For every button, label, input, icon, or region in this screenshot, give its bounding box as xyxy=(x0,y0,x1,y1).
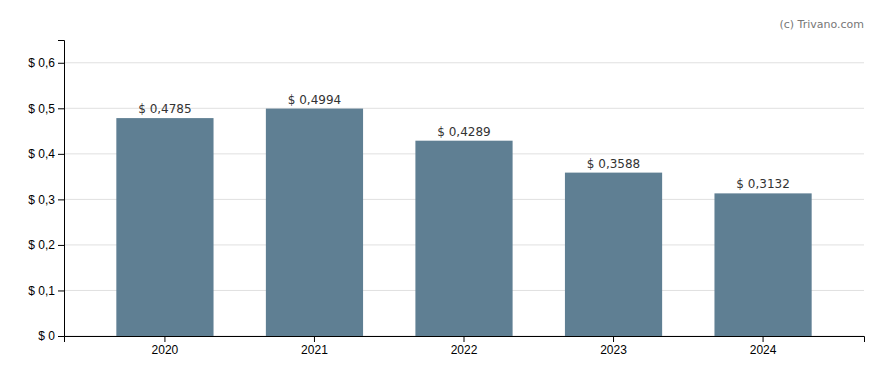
y-tick: $ 0,1 xyxy=(28,284,64,298)
x-tick-label: 2024 xyxy=(750,343,777,357)
grid-line xyxy=(64,62,864,63)
y-tick-mark xyxy=(58,199,64,200)
y-tick-mark xyxy=(58,336,64,337)
data-label: $ 0,3588 xyxy=(587,157,640,171)
x-tick: 2021 xyxy=(301,336,328,357)
y-tick-label: $ 0,5 xyxy=(28,102,55,116)
y-tick: $ 0,3 xyxy=(28,193,64,207)
x-tick-mark xyxy=(763,336,764,342)
data-label: $ 0,4289 xyxy=(437,125,490,139)
y-tick: $ 0,4 xyxy=(28,147,64,161)
y-tick: $ 0,2 xyxy=(28,238,64,252)
y-axis: $ 0 $ 0,1 $ 0,2 $ 0,3 $ 0,4 $ 0,5 $ 0,6 xyxy=(28,41,64,344)
data-labels: $ 0,4785 $ 0,4994 $ 0,4289 $ 0,3588 $ 0,3132 xyxy=(138,93,790,192)
x-tick: 2020 xyxy=(152,336,179,357)
bar xyxy=(266,109,363,336)
x-tick-mark xyxy=(314,336,315,342)
y-tick-label: $ 0,2 xyxy=(28,238,55,252)
data-label: $ 0,4994 xyxy=(288,93,341,107)
x-tick-mark xyxy=(613,336,614,342)
x-tick: 2022 xyxy=(451,336,478,357)
x-tick: 2024 xyxy=(750,336,777,357)
x-tick: 2023 xyxy=(600,336,627,357)
x-tick-label: 2020 xyxy=(152,343,179,357)
bar xyxy=(714,193,811,336)
y-tick-mark xyxy=(58,108,64,109)
x-tick-mark xyxy=(464,336,465,342)
grid xyxy=(64,63,864,336)
x-tick-label: 2021 xyxy=(301,343,328,357)
x-tick-label: 2022 xyxy=(451,343,478,357)
y-tick-label: $ 0,3 xyxy=(28,193,55,207)
y-tick-label: $ 0 xyxy=(38,329,55,343)
y-tick-mark xyxy=(58,290,64,291)
data-label: $ 0,3132 xyxy=(736,177,789,191)
x-tick-mark xyxy=(164,336,165,342)
bars xyxy=(116,109,811,336)
y-tick-mark xyxy=(58,245,64,246)
bar xyxy=(116,118,213,336)
annotation: (c) Trivano.com xyxy=(779,18,864,31)
y-axis-line xyxy=(58,41,65,337)
y-tick-label: $ 0,6 xyxy=(28,56,55,70)
x-axis-line xyxy=(65,337,865,343)
x-axis: 2020 2021 2022 2023 2024 xyxy=(65,336,865,357)
y-tick: $ 0 xyxy=(38,329,64,343)
y-tick-label: $ 0,4 xyxy=(28,147,55,161)
data-label: $ 0,4785 xyxy=(138,102,191,116)
y-tick-label: $ 0,1 xyxy=(28,284,55,298)
y-tick-mark xyxy=(58,63,64,64)
bar xyxy=(565,173,662,336)
bar xyxy=(415,141,512,336)
plot: $ 0$ 0,1$ 0,2$ 0,3$ 0,4$ 0,5$ 0,62020202… xyxy=(28,41,864,357)
y-tick: $ 0,5 xyxy=(28,102,64,116)
chart: $ 0$ 0,1$ 0,2$ 0,3$ 0,4$ 0,5$ 0,62020202… xyxy=(0,0,888,370)
x-tick-label: 2023 xyxy=(600,343,627,357)
y-tick: $ 0,6 xyxy=(28,56,64,70)
y-tick-mark xyxy=(58,154,64,155)
